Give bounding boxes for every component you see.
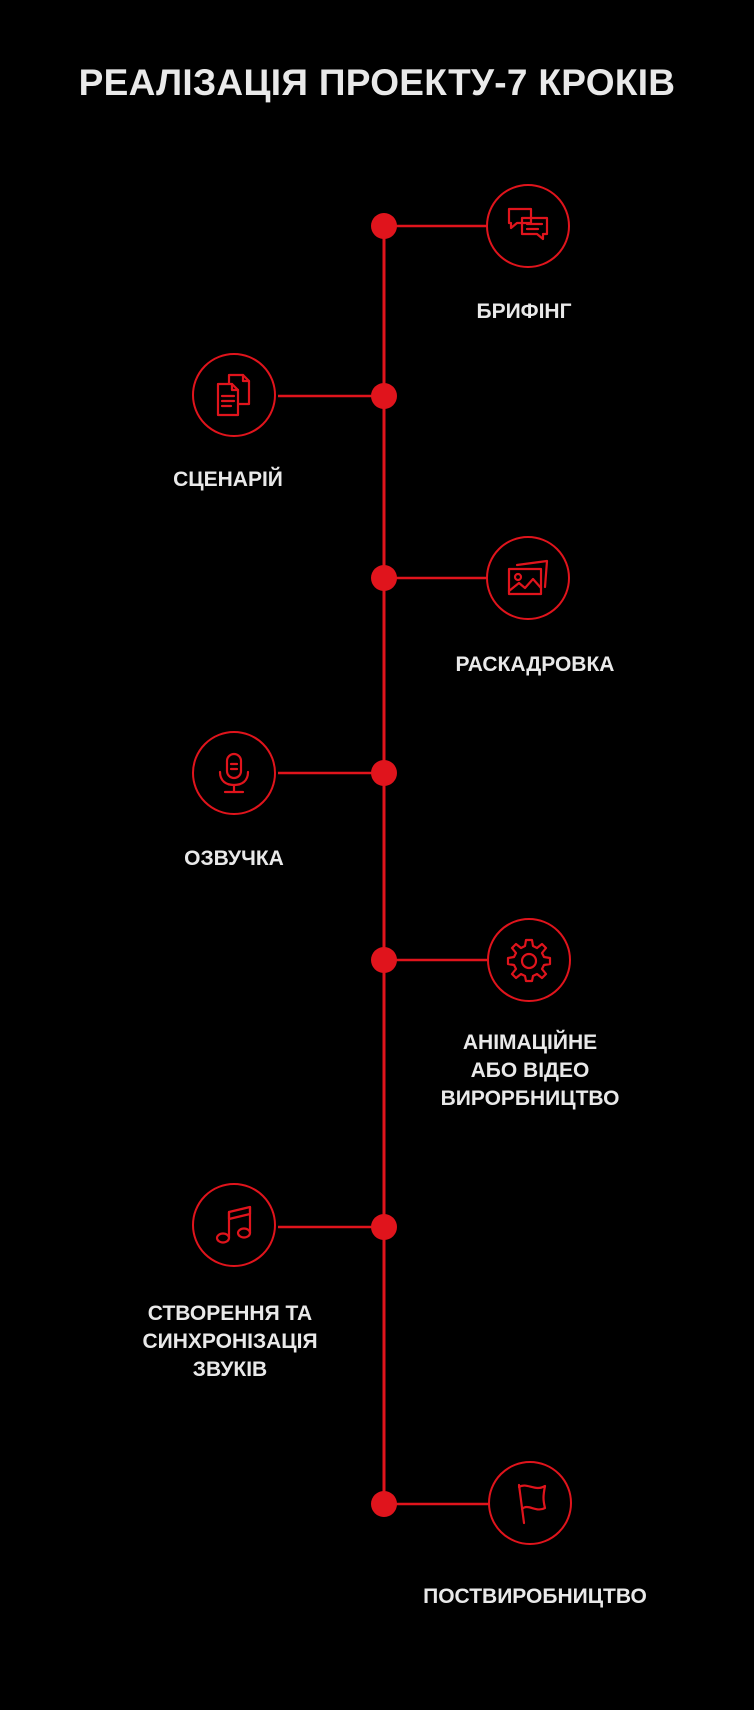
timeline-node-2: [371, 383, 397, 409]
timeline-node-6: [371, 1214, 397, 1240]
step-label-2: СЦЕНАРІЙ: [173, 468, 283, 491]
chat-bubbles-icon: [486, 184, 570, 268]
step-label-1: БРИФІНГ: [476, 300, 572, 323]
step-label-7: ПОСТВИРОБНИЦТВО: [423, 1585, 647, 1608]
timeline-node-1: [371, 213, 397, 239]
flag-icon: [488, 1461, 572, 1545]
page-title: РЕАЛІЗАЦІЯ ПРОЕКТУ-7 КРОКІВ: [78, 62, 676, 103]
music-note-icon: [192, 1183, 276, 1267]
step-label-4: ОЗВУЧКА: [184, 847, 284, 870]
timeline-node-4: [371, 760, 397, 786]
step-label-3: РАСКАДРОВКА: [455, 653, 615, 676]
step-label-5: АНІМАЦІЙНЕ АБО ВІДЕО ВИРОРБНИЦТВО: [440, 1031, 620, 1110]
gear-icon: [487, 918, 571, 1002]
timeline-node-3: [371, 565, 397, 591]
step-label-6: СТВОРЕННЯ ТА СИНХРОНІЗАЦІЯ ЗВУКІВ: [142, 1302, 318, 1381]
microphone-icon: [192, 731, 276, 815]
timeline-node-7: [371, 1491, 397, 1517]
timeline-node-5: [371, 947, 397, 973]
images-icon: [486, 536, 570, 620]
documents-icon: [192, 353, 276, 437]
